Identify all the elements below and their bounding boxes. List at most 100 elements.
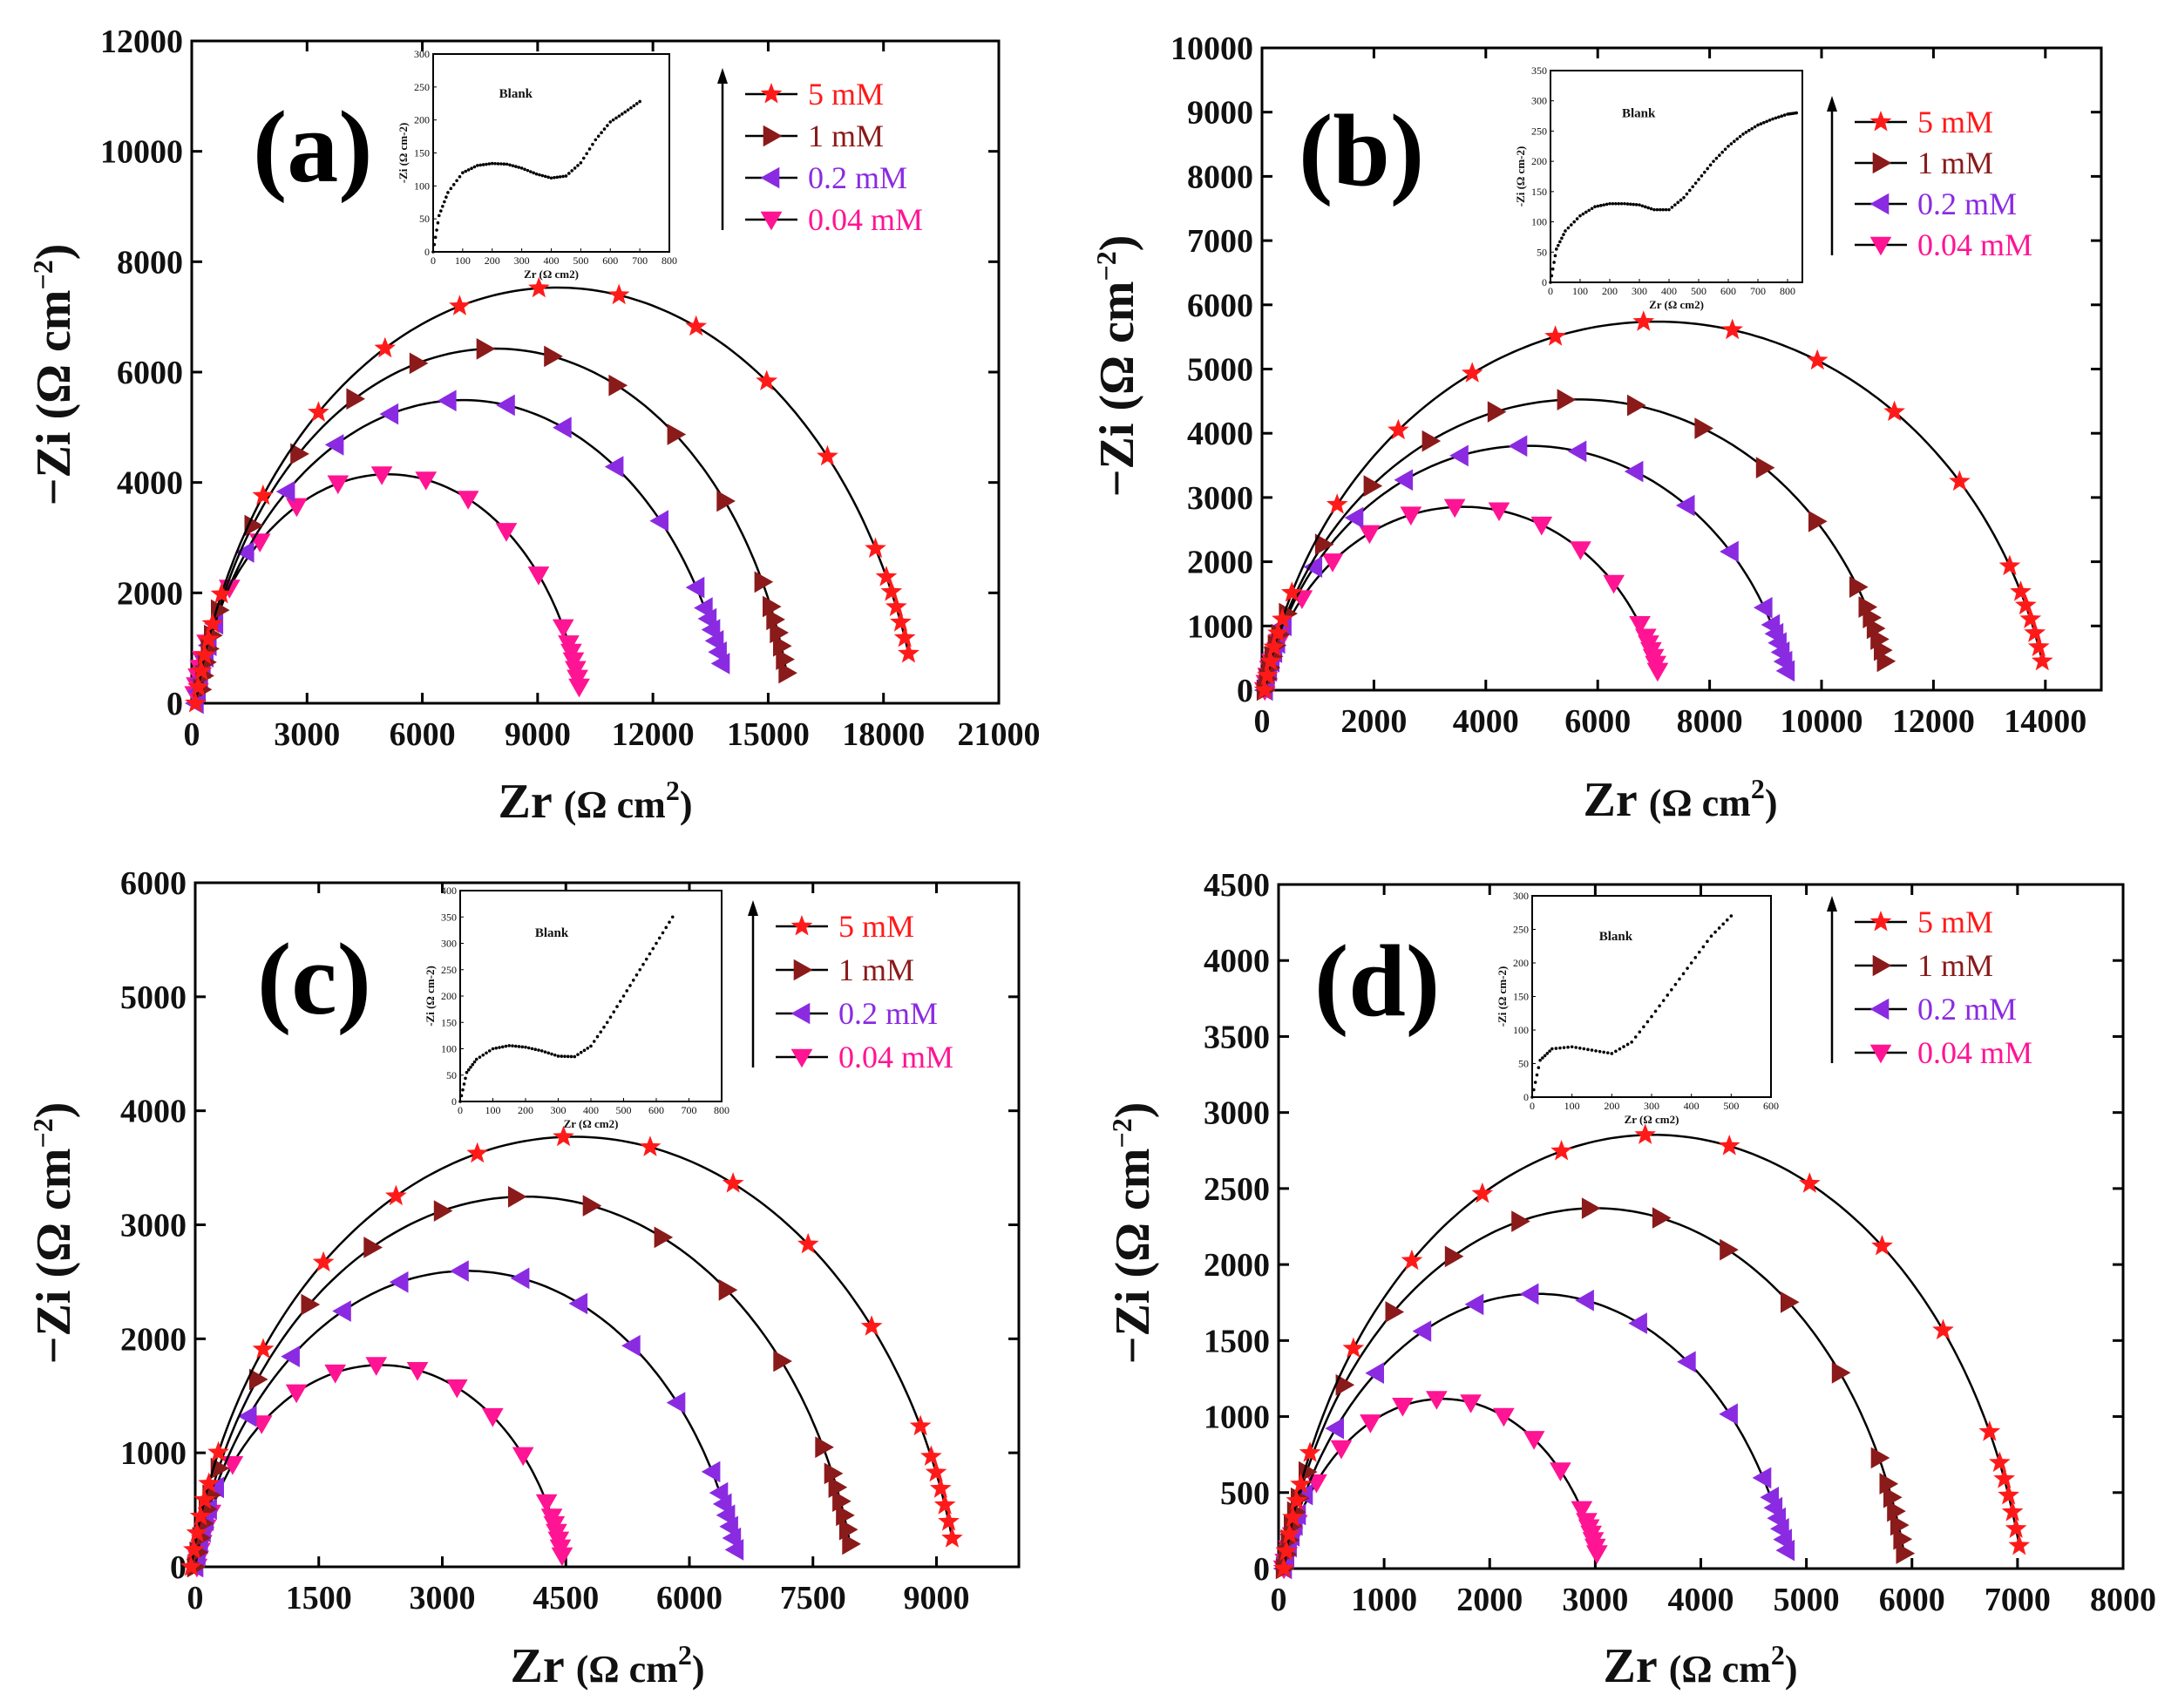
- legend-label: 5 mM: [838, 909, 914, 944]
- data-point: [1263, 635, 1286, 657]
- inset-data-point: [481, 163, 485, 166]
- x-tick-label: 18000: [842, 716, 925, 753]
- data-point: [1272, 1557, 1295, 1578]
- data-point: [1282, 1506, 1304, 1527]
- inset-x-tick-label: 200: [1602, 285, 1618, 297]
- panel-a: 0 3000 6000 9000 12000 15000 18000 210000200040…: [27, 24, 1041, 829]
- data-point: [379, 403, 399, 425]
- data-point: [324, 1364, 346, 1384]
- data-point: [701, 1461, 721, 1483]
- data-point: [1998, 554, 2021, 576]
- inset-data-point: [1558, 240, 1562, 244]
- inset-data-point: [1530, 1095, 1534, 1099]
- y-axis-title: −Zi (Ω cm−2): [27, 1102, 81, 1365]
- inset-data-point: [1557, 243, 1560, 247]
- data-point: [815, 1436, 834, 1459]
- y-tick-label: 1000: [120, 1435, 187, 1472]
- data-point: [406, 1362, 429, 1381]
- legend-label: 0.2 mM: [1917, 992, 2017, 1027]
- y-tick-label: 3000: [1204, 1095, 1270, 1132]
- y-tick-label: 6000: [1187, 288, 1253, 324]
- data-point: [189, 1505, 212, 1526]
- inset-data-point: [478, 1055, 482, 1059]
- data-point: [1279, 1522, 1300, 1544]
- inset-data-point: [478, 163, 482, 167]
- data-point: [1365, 1362, 1384, 1384]
- inset-data-point: [1605, 202, 1609, 207]
- data-point: [1755, 457, 1775, 478]
- inset-data-point: [1562, 233, 1565, 236]
- inset-data-point: [441, 204, 444, 208]
- inset-y-tick-label: 100: [414, 180, 430, 192]
- legend-label: 1 mM: [808, 119, 884, 153]
- series-5-mM: [1272, 1123, 2031, 1578]
- inset-data-point: [623, 110, 627, 114]
- fit-line: [1263, 320, 2044, 691]
- fit-line: [1282, 1398, 1598, 1569]
- inset-data-point: [514, 165, 518, 168]
- data-point: [568, 678, 590, 698]
- data-point: [1314, 533, 1334, 556]
- y-tick-label: 5000: [1187, 352, 1253, 389]
- inset-data-point: [1554, 1047, 1558, 1050]
- legend-label: 0.2 mM: [808, 160, 907, 195]
- data-point: [1286, 1489, 1308, 1510]
- inset-data-point: [534, 172, 539, 176]
- data-point: [1443, 498, 1466, 518]
- inset-data-point: [466, 168, 471, 172]
- data-point: [893, 627, 916, 647]
- inset-data-point: [1717, 926, 1721, 930]
- y-tick-label: 4000: [117, 465, 183, 502]
- data-point: [1627, 394, 1646, 417]
- inset-annotation: Blank: [1599, 930, 1633, 944]
- inset-x-tick-label: 800: [1780, 285, 1795, 297]
- y-tick-label: 10000: [1170, 30, 1253, 67]
- inset-data-point: [1555, 247, 1558, 251]
- inset-data-point: [596, 134, 600, 139]
- data-point: [865, 537, 886, 559]
- inset-data-point: [543, 1050, 547, 1054]
- inset-data-point: [1727, 144, 1730, 148]
- inset-x-tick-label: 800: [662, 254, 677, 267]
- inset-data-point: [449, 186, 453, 191]
- inset-data-point: [1625, 202, 1630, 206]
- data-point: [552, 619, 574, 639]
- legend-arrow-head: [748, 900, 758, 916]
- data-point: [607, 283, 630, 305]
- inset-data-point: [517, 166, 521, 169]
- data-point: [1511, 1210, 1530, 1232]
- data-point: [1896, 1542, 1916, 1564]
- inset-data-point: [617, 114, 621, 118]
- legend-label: 1 mM: [838, 952, 914, 987]
- inset-y-tick-label: 300: [1513, 890, 1529, 902]
- inset-data-point: [1718, 153, 1721, 157]
- data-point: [1718, 1135, 1740, 1156]
- data-point: [1806, 349, 1829, 370]
- inset-data-point: [444, 195, 448, 199]
- data-point: [528, 276, 550, 298]
- y-tick-label: 3000: [1187, 480, 1253, 517]
- inset-plot: 0 100 200 300 400 500 600 700 800 0 50 100 150 200 250…: [424, 884, 729, 1130]
- data-point: [1508, 435, 1528, 458]
- inset-data-point: [1735, 137, 1739, 141]
- inset-data-point: [1623, 201, 1626, 206]
- data-point: [1557, 389, 1577, 410]
- inset-data-point: [458, 174, 462, 179]
- data-point: [1544, 325, 1566, 346]
- inset-data-point: [511, 164, 515, 167]
- inset-data-point: [526, 168, 530, 173]
- inset-data-point: [1633, 1035, 1638, 1039]
- panel-label: (a): [253, 90, 373, 204]
- inset-data-point: [1629, 202, 1632, 207]
- inset-data-point: [1582, 1047, 1586, 1051]
- inset-data-point: [638, 967, 642, 972]
- data-point: [1634, 1123, 1656, 1144]
- inset-data-point: [532, 171, 535, 175]
- inset-x-tick-label: 100: [485, 1104, 501, 1116]
- x-tick-label: 21000: [958, 716, 1041, 753]
- y-tick-label: 3500: [1204, 1019, 1270, 1055]
- panel-label: (d): [1314, 924, 1440, 1038]
- data-point: [1635, 628, 1657, 648]
- inset-data-point: [573, 1054, 577, 1059]
- inset-y-tick-label: 50: [1518, 1058, 1529, 1070]
